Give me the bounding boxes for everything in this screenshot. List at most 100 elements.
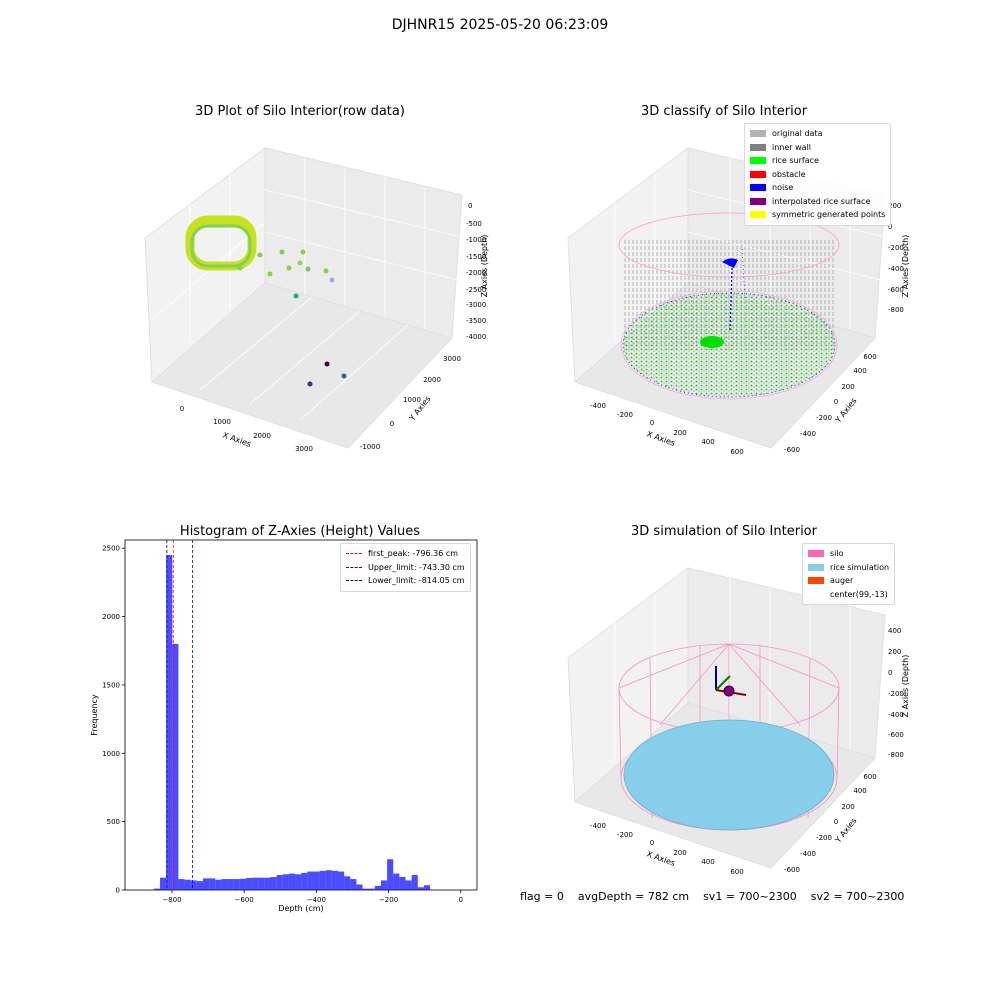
simulation-z-tick: -800 (888, 751, 904, 759)
histogram-bar (209, 878, 216, 890)
legend-swatch (808, 550, 824, 558)
histogram-bar (178, 879, 185, 890)
histogram-bar (166, 555, 173, 890)
legend-item: Lower_limit: -814.05 cm (346, 574, 465, 588)
raw-z-tick: 0 (468, 202, 472, 210)
legend-item: Upper_limit: -743.30 cm (346, 561, 465, 575)
simulation-x-tick: 0 (650, 839, 654, 847)
classify-y-tick-labels: -600 -400 -200 0 200 400 600 (784, 353, 877, 454)
classify-y-tick: 400 (853, 367, 866, 375)
classify-z-tick: -800 (888, 306, 904, 314)
figure-title: DJHNR15 2025-05-20 06:23:09 (391, 17, 609, 33)
histogram-y-tick-label: 0 (116, 887, 120, 895)
legend-swatch (750, 130, 766, 138)
simulation-z-tick: -200 (888, 690, 904, 698)
histogram-bar (196, 881, 203, 890)
simulation-y-tick: -200 (816, 834, 832, 842)
histogram-bar (387, 859, 394, 890)
legend-item: rice surface (750, 154, 885, 168)
histogram-bar (331, 870, 339, 890)
raw-z-tick: -500 (466, 220, 482, 228)
histogram-bar (239, 878, 246, 890)
classify-y-tick: -400 (800, 430, 816, 438)
raw-x-tick: 3000 (295, 445, 313, 453)
histogram-bar (417, 887, 424, 890)
histogram-x-tick-label: −800 (162, 896, 181, 904)
classify-z-tick: 200 (888, 202, 901, 210)
raw-x-tick: 1000 (213, 418, 231, 426)
histogram-y-tick-label: 1500 (102, 681, 120, 689)
simulation-z-tick: -400 (888, 711, 904, 719)
simulation-y-tick-labels: -600 -400 -200 0 200 400 600 (784, 773, 877, 874)
histogram-x-tick-label: −600 (235, 896, 254, 904)
classify-x-tick: 0 (650, 419, 654, 427)
simulation-z-label: Z Axies (Depth) (901, 655, 910, 718)
raw-y-tick: 0 (390, 420, 394, 428)
legend-item: center(99,-13) (808, 588, 889, 602)
histogram-bar (264, 877, 271, 890)
histogram-bars (153, 555, 431, 890)
legend-swatch (750, 170, 766, 178)
raw-x-tick: 0 (180, 405, 184, 413)
legend-item: auger (808, 574, 889, 588)
simulation-z-tick: -600 (888, 731, 904, 739)
histogram-bar (153, 888, 161, 890)
classify-x-tick: 400 (701, 438, 714, 446)
histogram-bar (227, 879, 234, 890)
classify-y-tick: 200 (841, 383, 854, 391)
raw-plot-title: 3D Plot of Silo Interior(row data) (195, 104, 405, 119)
simulation-z-tick: 0 (888, 669, 892, 677)
histogram-bar (184, 879, 191, 890)
simulation-y-tick: 400 (853, 787, 866, 795)
raw-y-tick: -1000 (360, 443, 380, 451)
histogram-x-tick-label: −200 (379, 896, 398, 904)
histogram-bar (160, 877, 167, 890)
legend-swatch (750, 157, 766, 165)
histogram-bar (295, 874, 302, 890)
histogram-y-ticks: 0 500 1000 1500 2000 2500 (102, 545, 125, 895)
legend-item: symmetric generated points (750, 208, 885, 222)
classify-x-tick: -400 (590, 402, 606, 410)
sv1-text: sv1 = 700~2300 (703, 890, 797, 903)
histogram-y-label: Frequency (90, 694, 99, 736)
legend-item: obstacle (750, 168, 885, 182)
classify-x-tick-labels: -400 -200 0 200 400 600 (590, 402, 744, 456)
histogram-bar (423, 885, 431, 890)
classify-y-tick: -200 (816, 414, 832, 422)
histogram-bar (338, 871, 345, 890)
classify-y-tick: 600 (863, 353, 876, 361)
simulation-y-tick: 600 (863, 773, 876, 781)
legend-item: noise (750, 181, 885, 195)
histogram-legend: first_peak: -796.36 cm Upper_limit: -743… (340, 543, 471, 592)
raw-y-tick: 2000 (423, 376, 441, 384)
histogram-bar (350, 879, 357, 890)
classify-z-tick: 0 (888, 223, 892, 231)
rice-simulation-surface (623, 719, 835, 831)
simulation-x-tick: 600 (730, 868, 743, 876)
simulation-z-tick: 400 (888, 627, 901, 635)
simulation-plot-title: 3D simulation of Silo Interior (631, 524, 817, 539)
histogram-bar (344, 876, 351, 890)
raw-z-tick-labels: 0 -500 -1000 -1500 -2000 -2500 -3000 -35… (466, 202, 486, 341)
legend-swatch (750, 211, 766, 219)
histogram-bar (301, 872, 308, 890)
raw-x-tick: 2000 (253, 432, 271, 440)
raw-points (185, 215, 347, 387)
raw-z-tick: -3000 (466, 301, 486, 309)
histogram-bar (276, 874, 283, 890)
raw-z-tick: -4000 (466, 333, 486, 341)
simulation-y-tick: -600 (784, 866, 800, 874)
histogram-bar (221, 879, 228, 890)
auger-marker (715, 666, 747, 697)
legend-swatch (750, 143, 766, 151)
histogram-bar (307, 871, 314, 890)
raw-z-tick: -1500 (466, 253, 486, 261)
classify-x-tick: 200 (673, 429, 686, 437)
legend-item: first_peak: -796.36 cm (346, 547, 465, 561)
simulation-y-tick: -400 (800, 850, 816, 858)
histogram-bar (411, 874, 418, 890)
legend-swatch (750, 197, 766, 205)
